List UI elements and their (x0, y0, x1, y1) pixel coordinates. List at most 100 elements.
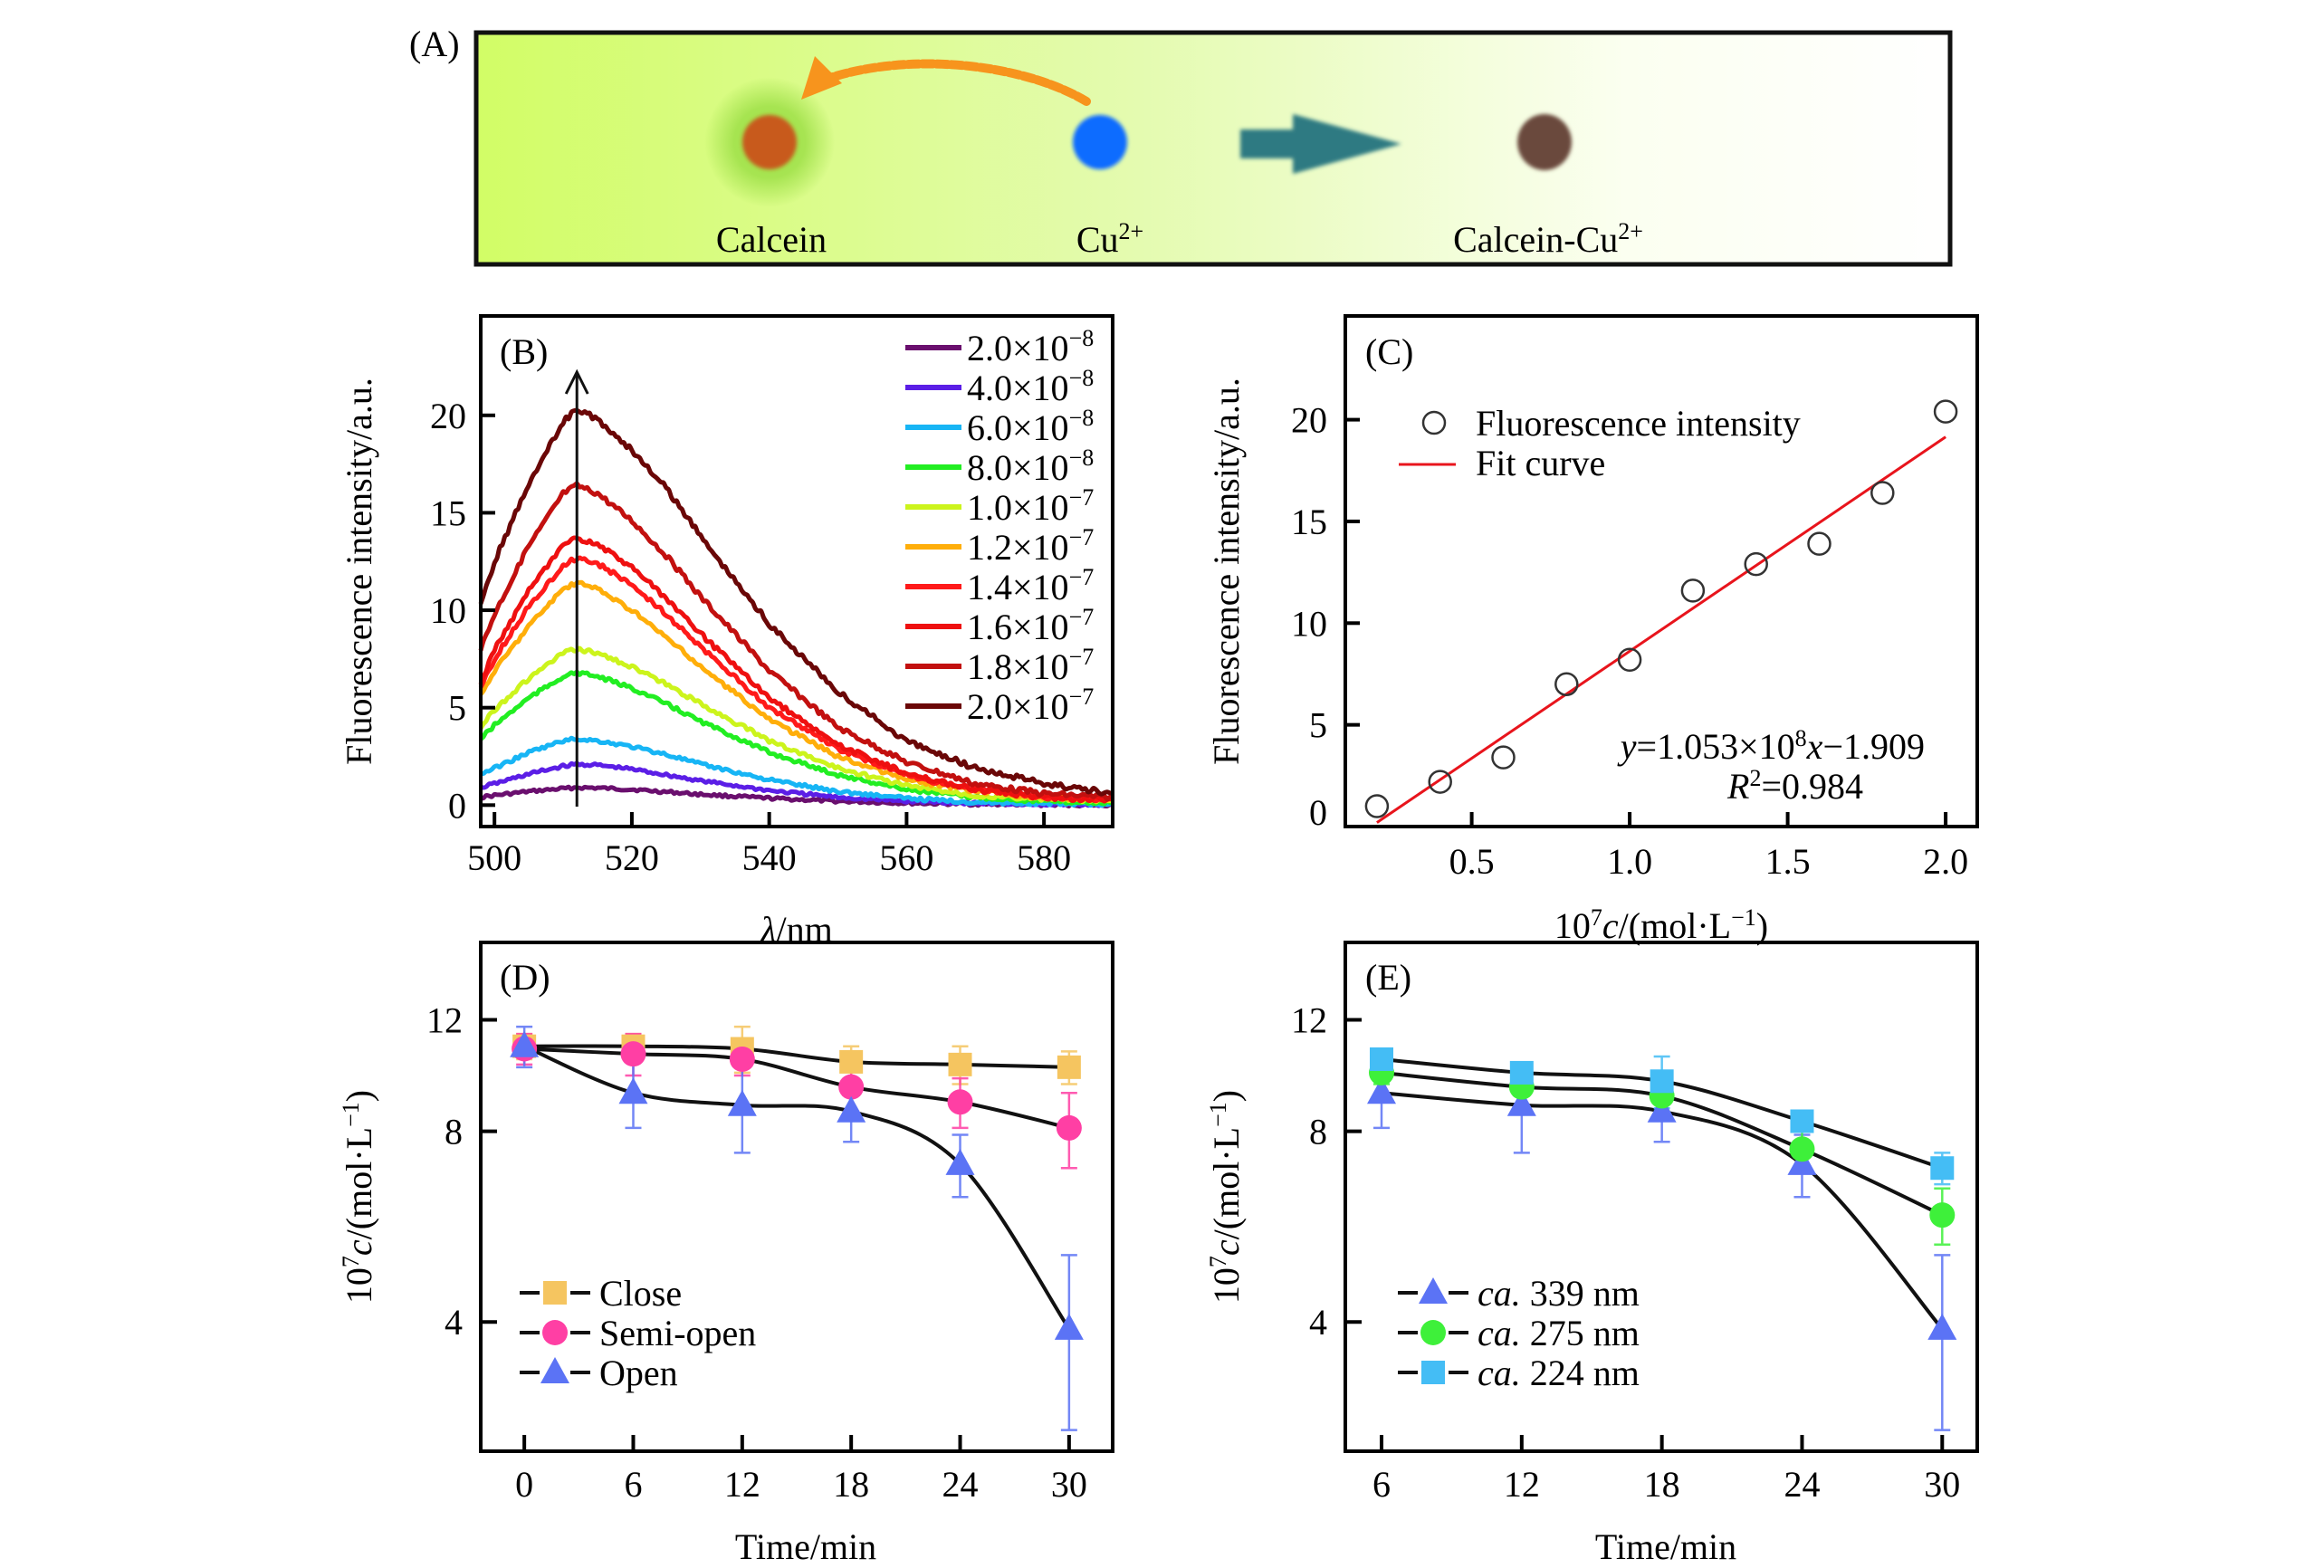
legend-label: ca. 224 nm (1478, 1353, 1640, 1393)
panel-a-label: (A) (409, 24, 460, 64)
legend-label: Open (599, 1353, 678, 1393)
triangle-marker (510, 1030, 540, 1057)
copper-ion-icon (1073, 115, 1127, 169)
data-point (1554, 672, 1579, 696)
data-point (1870, 481, 1895, 505)
spectrum-line (478, 481, 1114, 802)
legend-label: 8.0×10−8 (967, 445, 1094, 488)
r-squared: R2=0.984 (1726, 765, 1863, 807)
triangle-marker (1366, 1077, 1396, 1104)
legend-label-base: 8.0×10 (967, 447, 1069, 488)
legend-label-base: 1.4×10 (967, 567, 1069, 607)
reaction-arrow-icon (1240, 114, 1401, 174)
panel-d-label: (D) (500, 957, 550, 998)
panel-a-frame (473, 30, 1953, 267)
data-point (1364, 794, 1390, 818)
trend-line (524, 1044, 1069, 1069)
legend-label: 1.0×10−7 (967, 484, 1094, 528)
x-tick-label: 0 (515, 1464, 533, 1505)
legend-label: Close (599, 1273, 682, 1314)
fit-equation: y=1.053×108x−1.909 (1617, 725, 1925, 767)
legend-label-base: 6.0×10 (967, 407, 1069, 448)
y-tick-label: 0 (1309, 792, 1327, 833)
legend-label: ca. 339 nm (1478, 1273, 1640, 1314)
x-tick-label: 2.0 (1923, 841, 1968, 882)
x-tick-label: 500 (467, 837, 521, 878)
legend-label-base: 1.6×10 (967, 607, 1069, 647)
spectrum-line (478, 535, 1114, 804)
legend-label-prefix: ca. (1478, 1353, 1521, 1393)
y-tick-label: 5 (448, 688, 466, 729)
x-tick-label: 24 (942, 1464, 979, 1505)
triangle-marker (1054, 1313, 1084, 1340)
square-marker (1930, 1156, 1955, 1181)
y-tick-label: 4 (445, 1302, 463, 1343)
spectrum-line (480, 735, 1114, 808)
calcein-molecule-icon (742, 115, 797, 169)
data-point (1744, 551, 1768, 577)
x-tick-label: 18 (833, 1464, 869, 1505)
data-point (1933, 399, 1958, 424)
data-point (1807, 531, 1831, 556)
square-marker (1790, 1109, 1814, 1133)
legend-label-exponent: −7 (1069, 604, 1095, 630)
panel-d-ticks: 0 6 12 18 24 30 4 8 12 (426, 999, 1087, 1505)
legend-fit-label: Fit curve (1476, 443, 1605, 483)
legend-label: ca. 275 nm (1478, 1313, 1640, 1353)
x-tick-label: 30 (1924, 1464, 1960, 1505)
legend-label-base: 1.2×10 (967, 527, 1069, 568)
y-tick-label: 10 (1291, 603, 1327, 644)
panel-c-ticks: 0.5 1.0 1.5 2.0 0 5 10 15 20 (1291, 400, 1968, 882)
legend-fluorescence-label: Fluorescence intensity (1476, 403, 1801, 444)
y-tick-label: 5 (1309, 705, 1327, 746)
x-tick-label: 6 (1372, 1464, 1391, 1505)
x-tick-label: 24 (1784, 1464, 1820, 1505)
panel-e-ticks: 6 12 18 24 30 4 8 12 (1291, 999, 1960, 1505)
triangle-marker (1927, 1313, 1957, 1340)
data-point (1680, 578, 1706, 603)
complex-label: Calcein-Cu2+ (1453, 218, 1643, 260)
panel-b-label: (B) (500, 331, 548, 372)
increase-arrowhead-icon (564, 368, 589, 395)
circle-marker (838, 1074, 865, 1100)
triangle-marker (1419, 1277, 1448, 1304)
x-tick-label: 0.5 (1449, 841, 1495, 882)
legend-label-base: 1.0×10 (967, 487, 1069, 528)
x-tick-label: 12 (724, 1464, 760, 1505)
legend-label-exponent: −8 (1069, 445, 1095, 471)
legend-label-rest: 275 nm (1521, 1313, 1640, 1353)
square-marker (1369, 1047, 1393, 1071)
triangle-marker (945, 1148, 975, 1175)
panel-e-ylabel: 107c/(mol·L−1) (1205, 1090, 1247, 1304)
legend-label-prefix: ca. (1478, 1273, 1521, 1314)
circle-marker (1056, 1114, 1082, 1141)
circle-marker (1789, 1136, 1815, 1162)
y-tick-label: 20 (430, 396, 466, 436)
triangle-marker (618, 1077, 648, 1104)
square-marker (1650, 1069, 1674, 1094)
triangle-marker (1647, 1095, 1677, 1123)
trend-line (523, 1044, 1071, 1331)
panel-c-frame (1344, 314, 1979, 828)
legend-label: 4.0×10−8 (967, 365, 1094, 408)
y-tick-label: 12 (1291, 999, 1327, 1040)
panel-c-ylabel: Fluorescence intensity/a.u. (1206, 378, 1247, 765)
x-tick-label: 540 (742, 837, 797, 878)
triangle-marker (540, 1357, 569, 1383)
panel-c-label: (C) (1365, 331, 1413, 372)
panel-e-series (1366, 1047, 1957, 1431)
panel-b-frame (479, 314, 1114, 828)
spectrum-line (478, 407, 1114, 797)
x-tick-label: 6 (624, 1464, 642, 1505)
circle-marker (620, 1041, 646, 1067)
square-marker (1421, 1361, 1445, 1384)
triangle-marker (727, 1089, 757, 1116)
y-tick-label: 8 (445, 1112, 463, 1152)
panel-c-calibration-chart: 0.5 1.0 1.5 2.0 0 5 10 15 20 (C) Fluorescence in… (1206, 314, 1979, 946)
y-tick-label: 15 (430, 492, 466, 533)
fit-line (1376, 435, 1946, 824)
